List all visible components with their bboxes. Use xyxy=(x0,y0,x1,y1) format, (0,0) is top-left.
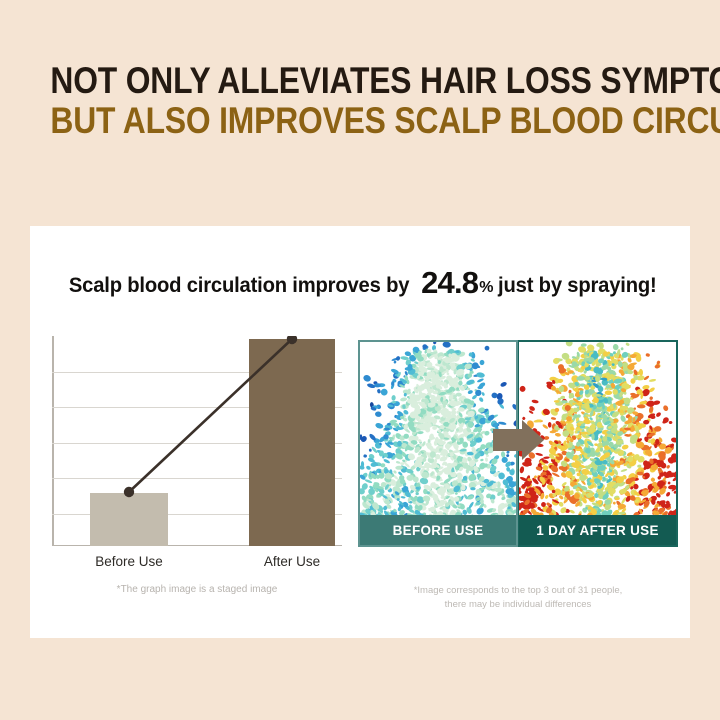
subtitle-prefix: Scalp blood circulation improves by xyxy=(68,273,410,297)
chart-x-label-after: After Use xyxy=(263,554,321,569)
subtitle: Scalp blood circulation improves by 24.8… xyxy=(30,264,690,300)
thermal-footnote-line-2: there may be individual differences xyxy=(444,598,592,610)
chart-gridline xyxy=(52,513,342,515)
chart-trend-line xyxy=(123,336,298,498)
thermal-footnote: *Image corresponds to the top 3 out of 3… xyxy=(358,584,678,612)
chart-gridline xyxy=(52,442,342,444)
chart-gridline xyxy=(52,407,342,408)
chart-x-label-before: Before Use xyxy=(95,554,163,569)
bar-chart: Before Use After Use *The graph image is… xyxy=(42,336,352,626)
content-card: Scalp blood circulation improves by 24.8… xyxy=(30,226,690,638)
thermal-panel-after: 1 DAY AFTER USE xyxy=(518,340,678,547)
chart-baseline xyxy=(52,544,342,546)
headline: NOT ONLY ALLEVIATES HAIR LOSS SYMPTOMS, … xyxy=(0,60,720,142)
thermal-image-after xyxy=(519,342,676,515)
subtitle-value: 24.8 xyxy=(421,265,479,300)
chart-plot-area xyxy=(52,336,342,546)
thermal-panel-before: BEFORE USE xyxy=(358,340,518,547)
thermal-image-before xyxy=(360,342,516,515)
arrow-right-icon xyxy=(493,420,544,460)
thermal-footnote-line-1: *Image corresponds to the top 3 out of 3… xyxy=(413,585,623,596)
subtitle-suffix: just by spraying! xyxy=(498,273,658,297)
chart-x-axis-labels: Before Use After Use xyxy=(52,554,342,576)
chart-y-axis xyxy=(52,336,54,546)
chart-gridline xyxy=(52,478,342,479)
headline-line-1: NOT ONLY ALLEVIATES HAIR LOSS SYMPTOMS, xyxy=(50,60,720,101)
chart-gridline xyxy=(52,371,342,373)
thermal-label-before: BEFORE USE xyxy=(360,515,516,545)
thermal-image-pair: BEFORE USE 1 DAY AFTER USE xyxy=(358,340,678,547)
thermal-label-after: 1 DAY AFTER USE xyxy=(519,515,676,545)
headline-line-2: BUT ALSO IMPROVES SCALP BLOOD CIRCULATIO… xyxy=(50,100,720,142)
chart-footnote: *The graph image is a staged image xyxy=(116,584,278,595)
bar-after-use xyxy=(249,339,335,546)
bar-before-use xyxy=(90,493,168,546)
subtitle-percent-sign: % xyxy=(479,279,494,296)
thermal-comparison: BEFORE USE 1 DAY AFTER USE *Image corres… xyxy=(358,340,678,625)
